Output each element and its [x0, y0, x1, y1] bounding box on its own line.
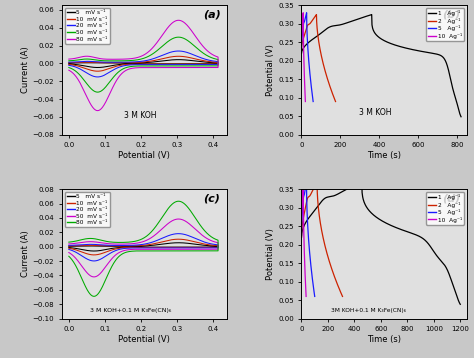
Legend: 1   Ag⁻¹, 2   Ag⁻¹, 5   Ag⁻¹, 10  Ag⁻¹: 1 Ag⁻¹, 2 Ag⁻¹, 5 Ag⁻¹, 10 Ag⁻¹ [426, 192, 464, 224]
Legend: 5   mV s⁻¹, 10  mV s⁻¹, 20  mV s⁻¹, 50  mV s⁻¹, 80  mV s⁻¹: 5 mV s⁻¹, 10 mV s⁻¹, 20 mV s⁻¹, 50 mV s⁻… [64, 8, 110, 44]
Y-axis label: Potential (V): Potential (V) [266, 228, 275, 280]
Y-axis label: Potential (V): Potential (V) [266, 44, 275, 96]
Legend: 1   Ag⁻¹, 2   Ag⁻¹, 5   Ag⁻¹, 10  Ag⁻¹: 1 Ag⁻¹, 2 Ag⁻¹, 5 Ag⁻¹, 10 Ag⁻¹ [426, 8, 464, 41]
Text: (a): (a) [203, 9, 220, 19]
X-axis label: Potential (V): Potential (V) [118, 335, 170, 344]
X-axis label: Time (s): Time (s) [367, 151, 401, 160]
Text: 3 M KOH: 3 M KOH [125, 111, 157, 120]
X-axis label: Time (s): Time (s) [367, 335, 401, 344]
Text: 3M KOH+0.1 M K₃Fe(CN)₆: 3M KOH+0.1 M K₃Fe(CN)₆ [331, 308, 406, 313]
Text: (c): (c) [203, 193, 220, 203]
Y-axis label: Current (A): Current (A) [20, 47, 29, 93]
X-axis label: Potential (V): Potential (V) [118, 151, 170, 160]
Text: (b): (b) [442, 9, 460, 19]
Legend: 5   mV s⁻¹, 10  mV s⁻¹, 20  mV s⁻¹, 50  mV s⁻¹, 80  mV s⁻¹: 5 mV s⁻¹, 10 mV s⁻¹, 20 mV s⁻¹, 50 mV s⁻… [64, 192, 110, 227]
Text: 3 M KOH: 3 M KOH [359, 108, 392, 117]
Y-axis label: Current (A): Current (A) [20, 231, 29, 277]
Text: (d): (d) [442, 193, 460, 203]
Text: 3 M KOH+0.1 M K₃Fe(CN)₆: 3 M KOH+0.1 M K₃Fe(CN)₆ [90, 308, 171, 313]
